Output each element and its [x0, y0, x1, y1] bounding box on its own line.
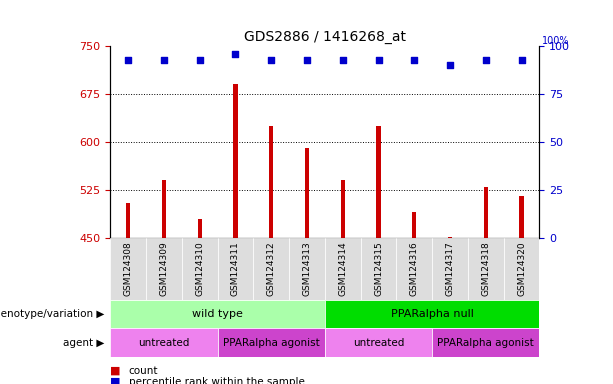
Point	[409, 56, 419, 63]
Text: PPARalpha null: PPARalpha null	[390, 309, 474, 319]
Text: ■: ■	[110, 377, 121, 384]
Bar	[325, 238, 360, 300]
Text: percentile rank within the sample: percentile rank within the sample	[129, 377, 305, 384]
Bar	[325, 328, 432, 357]
Point	[445, 62, 455, 68]
Text: GSM124316: GSM124316	[409, 241, 419, 296]
Text: GSM124312: GSM124312	[267, 241, 276, 296]
Point	[266, 56, 276, 63]
Text: GSM124317: GSM124317	[446, 241, 455, 296]
Text: GSM124310: GSM124310	[195, 241, 204, 296]
Text: genotype/variation ▶: genotype/variation ▶	[0, 309, 104, 319]
Text: agent ▶: agent ▶	[63, 338, 104, 348]
Bar	[412, 212, 416, 238]
Text: ■: ■	[110, 366, 121, 376]
Bar	[360, 238, 397, 300]
Bar	[126, 203, 131, 238]
Text: GSM124313: GSM124313	[302, 241, 311, 296]
Bar	[234, 84, 238, 238]
Text: GSM124315: GSM124315	[374, 241, 383, 296]
Bar	[519, 197, 524, 238]
Bar	[341, 180, 345, 238]
Point	[230, 51, 240, 57]
Text: wild type: wild type	[192, 309, 243, 319]
Bar	[110, 300, 325, 328]
Bar	[289, 238, 325, 300]
Text: count: count	[129, 366, 158, 376]
Point	[338, 56, 348, 63]
Bar	[397, 238, 432, 300]
Bar	[484, 187, 488, 238]
Point	[159, 56, 169, 63]
Text: untreated: untreated	[353, 338, 404, 348]
Bar	[146, 238, 182, 300]
Bar	[218, 328, 325, 357]
Point	[373, 56, 384, 63]
Bar	[110, 238, 146, 300]
Text: GSM124314: GSM124314	[338, 241, 348, 296]
Bar	[305, 149, 309, 238]
Bar	[468, 238, 504, 300]
Text: GSM124309: GSM124309	[159, 241, 169, 296]
Text: GSM124308: GSM124308	[124, 241, 133, 296]
Text: PPARalpha agonist: PPARalpha agonist	[438, 338, 534, 348]
Bar	[218, 238, 253, 300]
Bar	[197, 219, 202, 238]
Point	[517, 56, 527, 63]
Bar	[376, 126, 381, 238]
Bar	[448, 237, 452, 238]
Bar	[182, 238, 218, 300]
Text: GSM124320: GSM124320	[517, 241, 526, 296]
Bar	[110, 328, 218, 357]
Point	[481, 56, 490, 63]
Point	[195, 56, 205, 63]
Text: 100%: 100%	[543, 36, 569, 46]
Bar	[162, 180, 166, 238]
Text: GSM124318: GSM124318	[481, 241, 490, 296]
Point	[123, 56, 133, 63]
Point	[302, 56, 312, 63]
Text: untreated: untreated	[139, 338, 189, 348]
Text: GSM124311: GSM124311	[231, 241, 240, 296]
Bar	[432, 328, 539, 357]
Bar	[325, 300, 539, 328]
Bar	[432, 238, 468, 300]
Bar	[269, 126, 273, 238]
Bar	[253, 238, 289, 300]
Title: GDS2886 / 1416268_at: GDS2886 / 1416268_at	[244, 30, 406, 44]
Bar	[504, 238, 539, 300]
Text: PPARalpha agonist: PPARalpha agonist	[223, 338, 319, 348]
